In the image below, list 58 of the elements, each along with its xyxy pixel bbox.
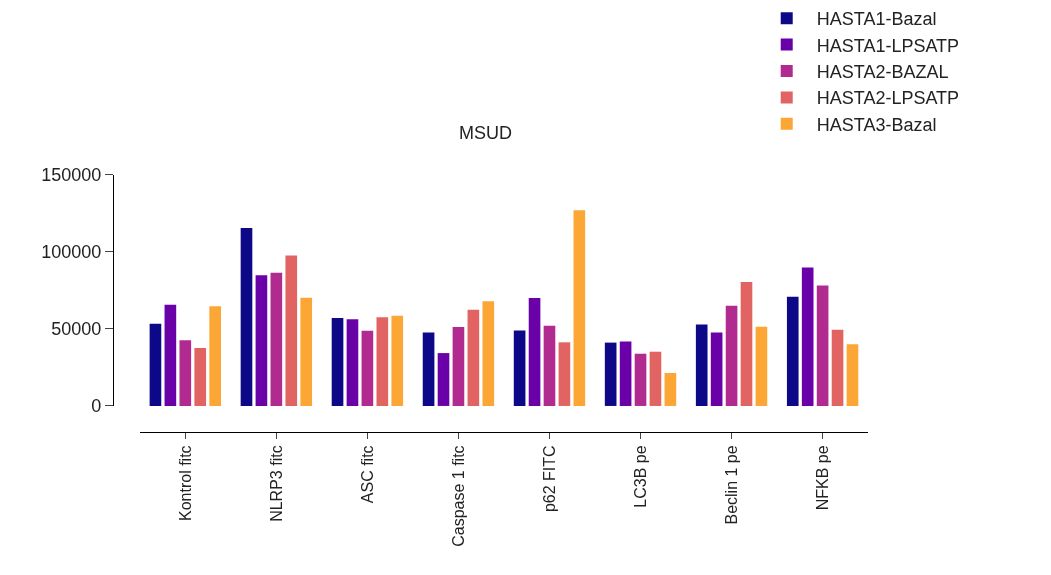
bar: [270, 272, 283, 406]
legend-label: HASTA2-BAZAL: [816, 62, 949, 83]
bar: [164, 304, 177, 406]
bar: [619, 341, 632, 406]
bar: [255, 275, 268, 406]
bar: [604, 342, 617, 406]
bar: [194, 348, 207, 406]
bar: [331, 317, 344, 406]
bar: [513, 330, 526, 406]
bar: [300, 297, 313, 406]
x-tick-label: p62 FITC: [540, 445, 558, 513]
bar: [649, 351, 662, 406]
bar: [846, 344, 859, 406]
bar: [664, 372, 677, 406]
bar: [376, 317, 389, 406]
legend-label: HASTA3-Bazal: [816, 114, 937, 135]
chart-title: MSUD: [459, 122, 513, 143]
bar: [573, 210, 586, 406]
y-tick-label: 150000: [41, 165, 102, 186]
x-tick-label: NFKB pe: [813, 445, 831, 511]
y-tick-label: 0: [91, 396, 102, 417]
bar: [740, 281, 753, 406]
bar: [422, 332, 435, 406]
bar: [755, 326, 768, 406]
x-tick-label: LC3B pe: [631, 445, 649, 508]
bar: [437, 353, 450, 406]
bar: [361, 330, 374, 406]
bar: [558, 342, 571, 406]
bar: [482, 301, 495, 406]
legend-label: HASTA1-Bazal: [816, 9, 937, 30]
x-tick-label: ASC fitc: [358, 445, 376, 504]
bar: [695, 324, 708, 406]
bar: [528, 298, 541, 406]
y-tick-label: 50000: [51, 319, 102, 340]
bar: [149, 323, 162, 406]
bar: [240, 227, 253, 406]
x-tick-label: NLRP3 fitc: [267, 445, 285, 522]
x-tick-label: Kontrol fitc: [176, 445, 194, 521]
y-tick-label: 100000: [41, 242, 102, 263]
x-tick-label: Caspase 1 fitc: [449, 445, 467, 547]
bar: [467, 309, 480, 406]
bar: [786, 296, 799, 406]
bar: [179, 340, 192, 406]
bar: [725, 305, 738, 406]
bar: [209, 306, 221, 406]
bar: [285, 255, 298, 406]
x-tick-label: Beclin 1 pe: [722, 445, 740, 525]
bar: [391, 315, 404, 406]
bar: [801, 267, 814, 406]
bar: [543, 325, 556, 406]
bar: [346, 319, 359, 406]
bar: [831, 329, 844, 406]
bar: [816, 285, 829, 406]
bar: [710, 332, 723, 406]
bar: [452, 327, 465, 406]
bar: [634, 353, 647, 406]
legend-label: HASTA1-LPSATP: [816, 35, 960, 56]
legend-label: HASTA2-LPSATP: [816, 88, 960, 109]
